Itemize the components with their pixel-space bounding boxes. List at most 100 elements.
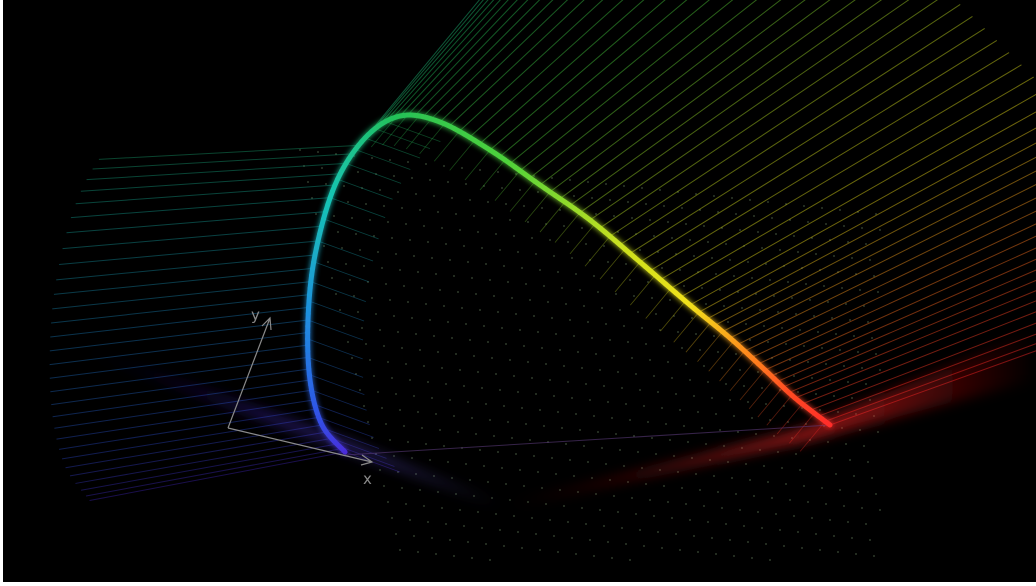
grid-dot <box>373 375 375 377</box>
grid-dot <box>481 247 483 249</box>
grid-dot <box>409 379 411 381</box>
projection-ray <box>449 140 475 171</box>
grid-dot <box>813 455 815 457</box>
grid-dot <box>771 217 773 219</box>
grid-dot <box>563 365 565 367</box>
grid-dot <box>625 263 627 265</box>
grid-dot <box>797 531 799 533</box>
projection-ray <box>698 127 1036 313</box>
grid-dot <box>419 209 421 211</box>
projection-ray <box>737 197 1036 345</box>
grid-dot <box>655 313 657 315</box>
grid-dot <box>771 497 773 499</box>
grid-dot <box>851 257 853 259</box>
grid-dot <box>521 267 523 269</box>
grid-dot <box>629 279 631 281</box>
grid-dot <box>615 293 617 295</box>
grid-dot <box>761 387 763 389</box>
projection-ray <box>649 52 1010 272</box>
projection-ray <box>670 76 1034 289</box>
grid-dot <box>727 461 729 463</box>
grid-dot <box>437 491 439 493</box>
grid-dot <box>595 213 597 215</box>
grid-dot <box>849 459 851 461</box>
grid-dot <box>853 475 855 477</box>
grid-dot <box>387 361 389 363</box>
grid-dot <box>865 383 867 385</box>
grid-dot <box>379 329 381 331</box>
grid-dot <box>811 517 813 519</box>
grid-dot <box>773 295 775 297</box>
grid-dot <box>663 485 665 487</box>
x-axis-line <box>227 427 373 463</box>
grid-dot <box>407 161 409 163</box>
grid-dot <box>561 427 563 429</box>
projection-ray <box>86 162 347 181</box>
grid-dot <box>365 203 367 205</box>
grid-dot <box>795 453 797 455</box>
grid-dot <box>777 451 779 453</box>
grid-dot <box>843 365 845 367</box>
grid-dot <box>819 269 821 271</box>
grid-dot <box>657 391 659 393</box>
projection-ray <box>51 294 310 324</box>
grid-dot <box>381 407 383 409</box>
grid-dot <box>427 241 429 243</box>
grid-dot <box>421 427 423 429</box>
grid-dot <box>493 295 495 297</box>
grid-dot <box>759 309 761 311</box>
grid-dot <box>535 393 537 395</box>
projection-ray <box>524 191 551 223</box>
grid-dot <box>495 373 497 375</box>
grid-dot <box>835 333 837 335</box>
grid-dot <box>805 423 807 425</box>
grid-dot <box>415 193 417 195</box>
grid-dot <box>717 491 719 493</box>
grid-dot <box>861 367 863 369</box>
grid-dot <box>515 313 517 315</box>
grid-dot <box>595 353 597 355</box>
grid-dot <box>769 559 771 561</box>
grid-dot <box>851 537 853 539</box>
grid-dot <box>429 459 431 461</box>
grid-dot <box>689 379 691 381</box>
projection-rays <box>49 0 1036 502</box>
grid-dot <box>681 347 683 349</box>
grid-dot <box>317 151 319 153</box>
grid-dot <box>723 305 725 307</box>
grid-dot <box>707 521 709 523</box>
grid-dot <box>787 421 789 423</box>
grid-dot <box>589 539 591 541</box>
grid-dot <box>405 363 407 365</box>
grid-dot <box>533 175 535 177</box>
grid-dot <box>549 519 551 521</box>
grid-dot <box>361 187 363 189</box>
grid-dot <box>411 317 413 319</box>
grid-dot <box>375 173 377 175</box>
grid-dot <box>789 219 791 221</box>
grid-dot <box>701 427 703 429</box>
grid-dot <box>343 325 345 327</box>
grid-dot <box>543 285 545 287</box>
projection-ray <box>80 173 341 192</box>
grid-dot <box>427 381 429 383</box>
grid-dot <box>505 203 507 205</box>
grid-dot <box>559 349 561 351</box>
grid-dot <box>349 279 351 281</box>
grid-dot <box>389 159 391 161</box>
grid-dot <box>539 409 541 411</box>
grid-dot <box>607 401 609 403</box>
grid-dot <box>359 249 361 251</box>
grid-dot <box>325 183 327 185</box>
grid-dot <box>545 363 547 365</box>
grid-dot <box>575 273 577 275</box>
grid-dot <box>799 329 801 331</box>
grid-dot <box>789 359 791 361</box>
grid-dot <box>739 369 741 371</box>
grid-dot <box>365 343 367 345</box>
grid-dot <box>743 385 745 387</box>
grid-dot <box>663 345 665 347</box>
grid-dot <box>879 369 881 371</box>
purple-line <box>344 424 831 456</box>
grid-dot <box>589 259 591 261</box>
